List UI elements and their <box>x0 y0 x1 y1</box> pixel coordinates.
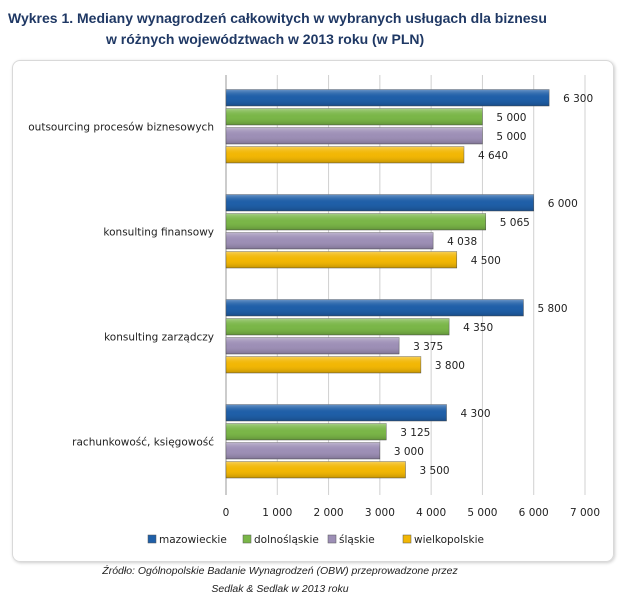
bar-shade <box>226 108 483 125</box>
bar-shade <box>226 404 447 421</box>
bar-shade <box>226 461 406 478</box>
x-tick-label: 3 000 <box>365 507 395 519</box>
data-label: 5 000 <box>496 112 526 124</box>
data-label: 4 500 <box>471 255 501 267</box>
category-label: rachunkowość, księgowość <box>72 437 214 449</box>
x-tick-label: 4 000 <box>416 507 446 519</box>
bar-shade <box>226 146 464 163</box>
data-label: 4 640 <box>478 150 508 162</box>
bar-shade <box>226 442 380 459</box>
bar-shade <box>226 356 421 373</box>
bar-shade <box>226 251 457 268</box>
legend-swatch <box>147 534 157 544</box>
bar-shade <box>226 337 400 354</box>
bar-shade <box>226 89 550 106</box>
legend-swatch <box>327 534 337 544</box>
data-label: 5 065 <box>500 217 530 229</box>
data-label: 4 350 <box>463 322 493 334</box>
bar-shade <box>226 213 486 230</box>
legend-swatch <box>242 534 252 544</box>
data-label: 5 000 <box>496 131 526 143</box>
bar-shade <box>226 299 524 316</box>
bar-shade <box>226 423 387 440</box>
title-line-1: Wykres 1. Mediany wynagrodzeń całkowityc… <box>8 10 547 26</box>
data-label: 3 500 <box>420 465 450 477</box>
category-label: konsulting zarządczy <box>104 332 214 344</box>
bar-shade <box>226 318 450 335</box>
legend-label-1: dolnośląskie <box>254 534 319 546</box>
x-tick-label: 5 000 <box>467 507 497 519</box>
data-label: 3 125 <box>400 427 430 439</box>
legend-label-0: mazowieckie <box>159 534 227 546</box>
data-label: 5 800 <box>537 303 567 315</box>
chart-title: Wykres 1. Mediany wynagrodzeń całkowityc… <box>8 8 608 50</box>
category-label: outsourcing procesów biznesowych <box>28 122 214 134</box>
legend-swatch <box>402 534 412 544</box>
bar-shade <box>226 194 534 211</box>
title-line-2: w różnych województwach w 2013 roku (w P… <box>106 31 425 47</box>
x-tick-label: 1 000 <box>262 507 292 519</box>
legend-label-3: wielkopolskie <box>414 534 484 546</box>
legend-label-2: śląskie <box>339 534 375 546</box>
data-label: 3 375 <box>413 341 443 353</box>
data-label: 6 300 <box>563 93 593 105</box>
data-label: 6 000 <box>548 198 578 210</box>
chart-area <box>12 60 614 562</box>
source-line-1: Źródło: Ogólnopolskie Badanie Wynagrodze… <box>102 565 458 577</box>
x-tick-label: 7 000 <box>570 507 600 519</box>
data-label: 4 300 <box>461 408 491 420</box>
data-label: 3 800 <box>435 360 465 372</box>
x-tick-label: 6 000 <box>519 507 549 519</box>
x-tick-label: 2 000 <box>314 507 344 519</box>
category-label: konsulting finansowy <box>103 227 214 239</box>
bar-shade <box>226 232 434 249</box>
source-note: Źródło: Ogólnopolskie Badanie Wynagrodze… <box>0 562 560 598</box>
source-line-2: Sedlak & Sedlak w 2013 roku <box>211 583 349 595</box>
bar-shade <box>226 127 483 144</box>
x-tick-label: 0 <box>223 507 230 519</box>
data-label: 4 038 <box>447 236 477 248</box>
data-label: 3 000 <box>394 446 424 458</box>
